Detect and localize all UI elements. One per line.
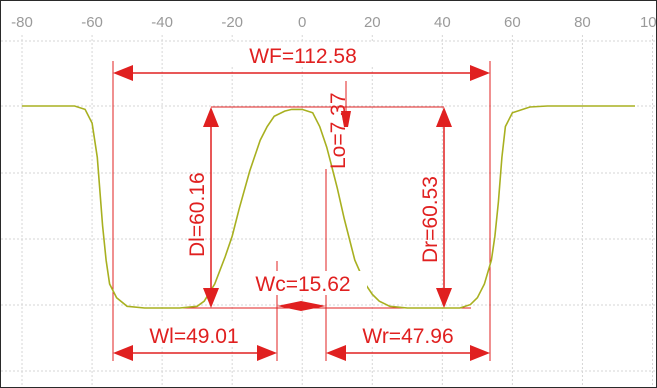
x-tick-label: 0 — [298, 14, 306, 31]
dl-arrow-top — [203, 107, 219, 127]
x-tick-label: 80 — [574, 14, 591, 31]
wf-arrow-right — [470, 65, 490, 81]
wr-label: Wr=47.96 — [362, 325, 453, 348]
wc-marker — [277, 301, 326, 311]
wr-arrow-left — [326, 345, 346, 361]
x-tick-label: 100 — [640, 14, 656, 31]
dr-label: Dr=60.53 — [419, 176, 442, 263]
dr-arrow-bottom — [436, 288, 452, 308]
wf-label: WF=112.58 — [249, 45, 357, 68]
x-tick-label: -80 — [11, 14, 33, 31]
dr-arrow-top — [436, 107, 452, 127]
lo-marker — [341, 111, 351, 127]
x-tick-label: -20 — [221, 14, 243, 31]
x-tick-label: 40 — [434, 14, 451, 31]
wc-label: Wc=15.62 — [255, 273, 350, 296]
grid — [1, 35, 656, 387]
dimension-annotations: WF=112.58 Lo=7.37 Dl=60.16 Dr=60.53 Wc=1… — [113, 43, 490, 361]
wl-arrow-right — [257, 345, 277, 361]
x-tick-label: 20 — [364, 14, 381, 31]
x-tick-label: 60 — [504, 14, 521, 31]
x-tick-label: -40 — [151, 14, 173, 31]
lo-label: Lo=7.37 — [327, 93, 350, 170]
dl-arrow-bottom — [203, 288, 219, 308]
wl-label: Wl=49.01 — [149, 325, 238, 348]
wf-arrow-left — [113, 65, 133, 81]
dl-label: Dl=60.16 — [186, 172, 209, 257]
x-axis-ticks: -80 -60 -40 -20 0 20 40 60 80 100 — [11, 14, 656, 31]
x-tick-label: -60 — [81, 14, 103, 31]
wl-arrow-left — [113, 345, 133, 361]
profile-series-line — [22, 105, 635, 309]
wr-arrow-right — [470, 345, 490, 361]
